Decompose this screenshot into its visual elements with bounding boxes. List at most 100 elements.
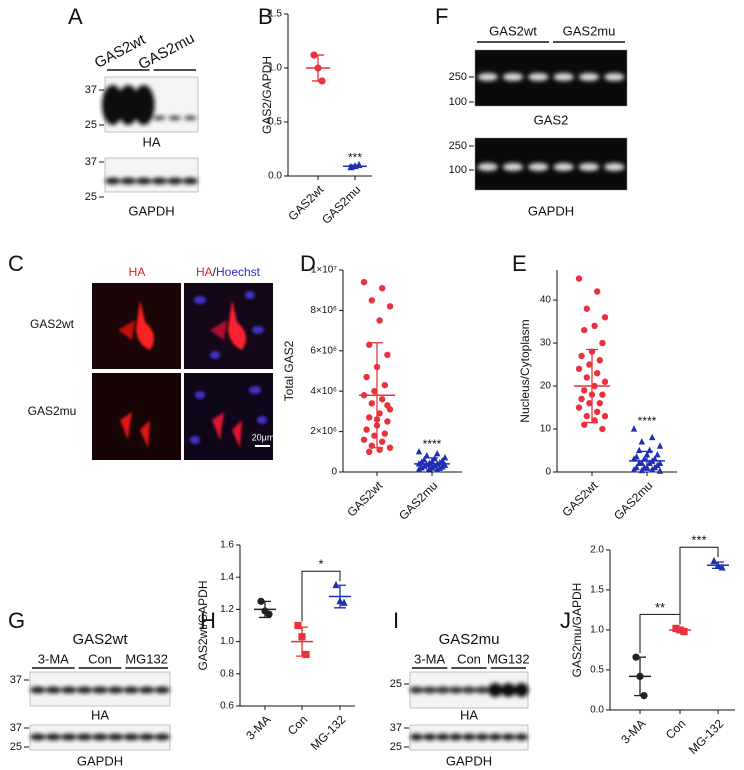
y-tick-label: 1.0: [590, 625, 604, 636]
band: [154, 733, 171, 741]
lane-header: 3-MA: [38, 651, 69, 666]
blot-label: HA: [91, 707, 109, 722]
panel-letter: A: [68, 4, 83, 29]
band: [101, 85, 124, 125]
band: [514, 733, 528, 741]
error-bar: [312, 54, 324, 82]
y-tick-label: 0.6: [220, 701, 234, 712]
error-bar: [641, 450, 653, 471]
y-tick-label: 2.0: [590, 545, 604, 556]
band: [61, 733, 77, 741]
data-point: [360, 278, 368, 286]
mw-marker: 37: [10, 674, 22, 686]
data-point: [630, 466, 638, 473]
significance: ****: [638, 414, 657, 428]
data-point: [586, 400, 593, 407]
data-point: [360, 436, 368, 443]
data-point: [415, 465, 423, 473]
row-label: GAS2wt: [30, 317, 75, 331]
blot-label: GAPDH: [528, 203, 574, 218]
error-bar: [334, 584, 346, 609]
error-bar: [674, 627, 686, 633]
band: [488, 733, 502, 741]
blot-bands: [477, 163, 625, 171]
data-point: [363, 373, 370, 381]
y-tick-label: 0: [545, 467, 551, 478]
panel-letter: B: [258, 4, 273, 29]
y-axis-label: GAS2/GAPDH: [260, 56, 274, 134]
x-tick-label: Con: [285, 712, 310, 737]
panel-letter: E: [512, 251, 527, 276]
data-point: [656, 467, 664, 474]
band: [461, 686, 477, 694]
data-point: [434, 449, 441, 457]
y-tick-label: 0.8: [220, 668, 234, 679]
y-tick-label: 0.0: [590, 705, 604, 716]
band: [553, 73, 574, 81]
x-tick-label: 3-MA: [618, 716, 648, 746]
mw-marker: 37: [10, 722, 22, 734]
column-title: HA: [129, 265, 146, 279]
panel-letter: C: [8, 251, 24, 276]
significance-bracket: [301, 570, 341, 622]
band: [123, 733, 139, 741]
blot-bands: [105, 177, 198, 185]
mw-marker: 25: [390, 741, 402, 753]
blot-title: GAS2mu: [439, 631, 500, 648]
blot-bands: [409, 683, 529, 697]
band: [462, 733, 476, 741]
panel-letter: H: [200, 608, 216, 633]
mw-marker: 250: [449, 71, 467, 83]
data-point: [379, 396, 386, 403]
data-point: [641, 463, 648, 471]
band: [514, 683, 529, 697]
panel-letter: J: [560, 608, 571, 633]
mw-marker: 25: [390, 678, 402, 690]
band: [423, 733, 437, 741]
lane-header: MG132: [487, 651, 530, 666]
data-point: [636, 446, 643, 454]
data-point: [332, 580, 340, 589]
band: [120, 177, 136, 185]
data-point: [340, 598, 348, 606]
band: [154, 686, 171, 694]
y-axis-label: GAS2mu/GAPDH: [570, 583, 584, 678]
band: [502, 163, 524, 171]
band: [528, 163, 549, 171]
blot-label: GAPDH: [128, 203, 174, 218]
band: [138, 733, 155, 741]
band: [182, 177, 198, 185]
band: [604, 163, 625, 171]
band: [117, 85, 140, 125]
band: [123, 686, 139, 694]
y-tick-label: 1.5: [268, 9, 282, 20]
data-point: [710, 556, 718, 565]
lane-header: GAS2wt: [489, 23, 537, 38]
band: [138, 686, 155, 694]
band: [477, 163, 498, 171]
data-point: [381, 430, 388, 437]
data-point: [578, 352, 585, 360]
error-bar: [426, 457, 438, 471]
band: [30, 733, 46, 741]
x-tick-label: GAS2mu: [611, 478, 655, 522]
band: [30, 686, 46, 694]
data-point: [581, 326, 588, 334]
band: [153, 115, 166, 121]
significance: ***: [348, 150, 362, 164]
band: [76, 686, 93, 694]
y-tick-label: 1×10⁷: [311, 265, 338, 276]
data-point: [371, 388, 378, 395]
data-point: [601, 378, 609, 385]
blot-bands: [101, 85, 197, 125]
data-point: [371, 432, 378, 439]
band: [501, 683, 516, 697]
error-bar: [586, 348, 598, 424]
data-point: [366, 341, 373, 348]
x-tick-label: 3-MA: [243, 712, 273, 742]
panel-letter: D: [300, 251, 316, 276]
y-tick-label: 1.2: [220, 604, 234, 615]
data-point: [583, 305, 590, 312]
blot-strip: [104, 157, 199, 193]
data-point: [583, 374, 590, 381]
